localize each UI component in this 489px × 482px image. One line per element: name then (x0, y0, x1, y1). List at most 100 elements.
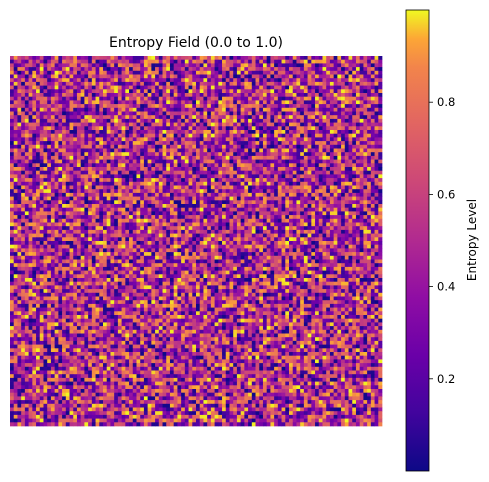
heatmap-cell (359, 70, 364, 75)
heatmap-cell (43, 141, 48, 146)
heatmap-cell (192, 144, 197, 149)
heatmap-cell (91, 74, 96, 79)
heatmap-cell (43, 67, 48, 72)
heatmap-cell (329, 229, 334, 234)
heatmap-cell (136, 159, 141, 164)
heatmap-cell (352, 167, 357, 172)
heatmap-cell (285, 144, 290, 149)
heatmap-cell (184, 89, 189, 94)
heatmap-cell (129, 107, 134, 112)
heatmap-cell (91, 163, 96, 168)
heatmap-cell (62, 152, 67, 157)
heatmap-cell (311, 229, 316, 234)
heatmap-cell (147, 196, 152, 201)
heatmap-cell (166, 159, 171, 164)
heatmap-cell (322, 63, 327, 68)
heatmap-cell (337, 163, 342, 168)
heatmap-cell (322, 81, 327, 86)
heatmap-cell (289, 229, 294, 234)
heatmap-cell (95, 192, 100, 197)
heatmap-cell (181, 93, 186, 98)
heatmap-cell (318, 118, 323, 123)
heatmap-cell (233, 96, 238, 101)
heatmap-cell (28, 59, 33, 64)
heatmap-cell (143, 56, 148, 61)
heatmap-cell (132, 211, 137, 216)
heatmap-cell (99, 163, 104, 168)
heatmap-cell (155, 196, 160, 201)
heatmap-cell (99, 229, 104, 234)
heatmap-cell (300, 122, 305, 127)
heatmap-cell (143, 178, 148, 183)
heatmap-cell (352, 174, 357, 179)
heatmap-cell (169, 93, 175, 98)
heatmap-cell (262, 78, 268, 83)
heatmap-cell (341, 170, 346, 175)
heatmap-cell (50, 133, 55, 138)
heatmap-cell (296, 100, 301, 105)
heatmap-cell (84, 207, 89, 212)
heatmap-cell (285, 233, 290, 238)
heatmap-cell (270, 107, 275, 112)
heatmap-cell (169, 207, 175, 212)
heatmap-cell (155, 181, 160, 186)
heatmap-cell (76, 178, 82, 183)
heatmap-cell (84, 141, 89, 146)
heatmap-cell (84, 93, 89, 98)
heatmap-cell (244, 148, 249, 153)
heatmap-cell (207, 207, 212, 212)
heatmap-cell (181, 233, 186, 238)
heatmap-cell (132, 74, 137, 79)
heatmap-cell (184, 174, 189, 179)
heatmap-cell (199, 226, 204, 231)
heatmap-cell (229, 174, 234, 179)
heatmap-cell (88, 170, 93, 175)
heatmap-cell (177, 237, 182, 242)
heatmap-cell (210, 222, 215, 227)
heatmap-cell (240, 170, 245, 175)
heatmap-cell (121, 233, 126, 238)
heatmap-cell (218, 137, 223, 142)
heatmap-cell (240, 222, 245, 227)
heatmap-cell (58, 137, 63, 142)
heatmap-cell (103, 67, 108, 72)
heatmap-cell (158, 170, 163, 175)
heatmap-cell (300, 204, 305, 209)
heatmap-cell (110, 89, 115, 94)
heatmap-cell (259, 107, 264, 112)
heatmap-cell (240, 229, 245, 234)
heatmap-cell (184, 144, 189, 149)
heatmap-cell (285, 222, 290, 227)
heatmap-cell (367, 170, 372, 175)
heatmap-cell (329, 189, 334, 194)
heatmap-cell (344, 222, 349, 227)
heatmap-cell (36, 215, 41, 220)
heatmap-cell (50, 174, 55, 179)
heatmap-cell (259, 211, 264, 216)
heatmap-cell (169, 178, 175, 183)
heatmap-cell (39, 159, 44, 164)
heatmap-cell (222, 211, 227, 216)
heatmap-cell (43, 237, 48, 242)
heatmap-cell (214, 130, 219, 135)
heatmap-cell (370, 133, 375, 138)
heatmap-cell (132, 122, 137, 127)
heatmap-cell (69, 111, 74, 116)
heatmap-cell (285, 74, 290, 79)
heatmap-cell (136, 74, 141, 79)
heatmap-cell (281, 137, 286, 142)
heatmap-cell (255, 63, 260, 68)
heatmap-cell (270, 152, 275, 157)
heatmap-cell (363, 170, 368, 175)
heatmap-cell (103, 122, 108, 127)
heatmap-cell (300, 59, 305, 64)
heatmap-cell (58, 178, 63, 183)
heatmap-cell (125, 185, 130, 190)
heatmap-cell (315, 233, 320, 238)
heatmap-cell (80, 196, 85, 201)
heatmap-cell (143, 211, 148, 216)
heatmap-cell (378, 233, 383, 238)
heatmap-cell (36, 126, 41, 131)
heatmap-cell (355, 229, 361, 234)
